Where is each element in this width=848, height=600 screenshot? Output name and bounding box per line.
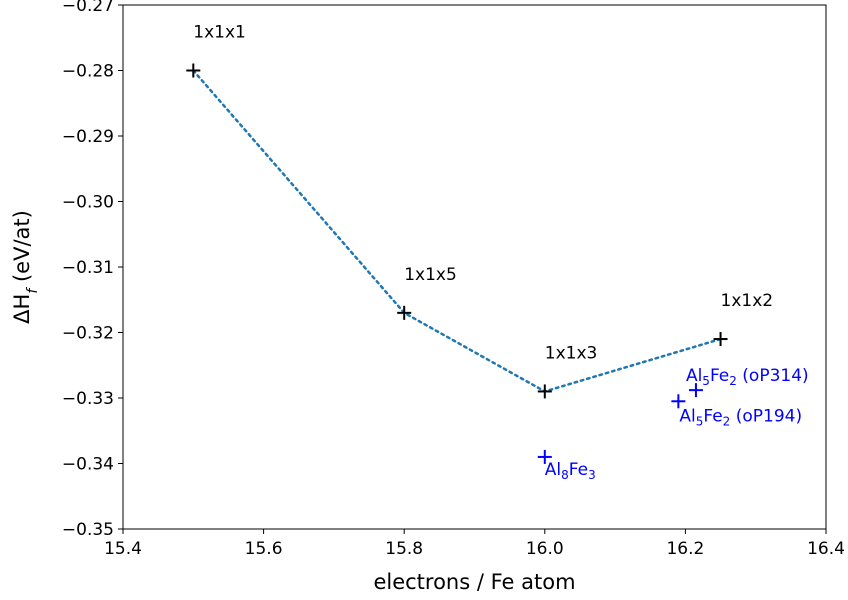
point-label: 1x1x1 [193,23,246,43]
y-ticks: −0.35 −0.34 −0.33 −0.32 −0.31 −0.30 −0.29 −0.28… [62,0,123,540]
compound-label: Al5Fe2 (oP194) [679,406,802,428]
y-tick-label: −0.29 [62,127,114,147]
y-tick-label: −0.31 [62,258,114,278]
reference-point [671,394,686,409]
plot-area [122,4,827,530]
data-point [397,305,412,320]
series-line-group [192,69,722,393]
x-ticks: 15.4 15.6 15.8 16.0 16.2 16.4 [104,529,845,559]
x-tick-label: 15.6 [245,539,283,559]
data-point [186,63,201,78]
point-label: 1x1x3 [545,343,598,363]
y-tick-label: −0.27 [62,0,114,16]
reference-point [537,449,552,464]
point-label: 1x1x2 [721,291,774,311]
series-line [192,69,722,393]
point-labels: 1x1x1 1x1x5 1x1x3 1x1x2 Al8Fe3 Al5Fe2 (oP314)… [193,23,808,482]
y-tick-label: −0.32 [62,324,114,344]
y-tick-label: −0.33 [62,389,114,409]
y-axis-label: ΔHf (eV/at) [10,210,41,324]
x-tick-label: 16.0 [526,539,564,559]
data-point [713,332,728,347]
compound-label: Al8Fe3 [545,460,596,482]
y-tick-label: −0.30 [62,193,114,213]
x-axis-label: electrons / Fe atom [373,570,575,594]
point-label: 1x1x5 [404,265,457,285]
reference-point [688,383,703,398]
y-tick-label: −0.34 [62,455,114,475]
x-tick-label: 15.8 [385,539,423,559]
y-tick-label: −0.28 [62,62,114,82]
data-point [537,384,552,399]
compound-label: Al5Fe2 (oP314) [686,366,809,388]
markers [186,63,728,464]
x-tick-label: 16.2 [666,539,704,559]
x-tick-label: 15.4 [104,539,142,559]
x-tick-label: 16.4 [807,539,845,559]
y-tick-label: −0.35 [62,520,114,540]
